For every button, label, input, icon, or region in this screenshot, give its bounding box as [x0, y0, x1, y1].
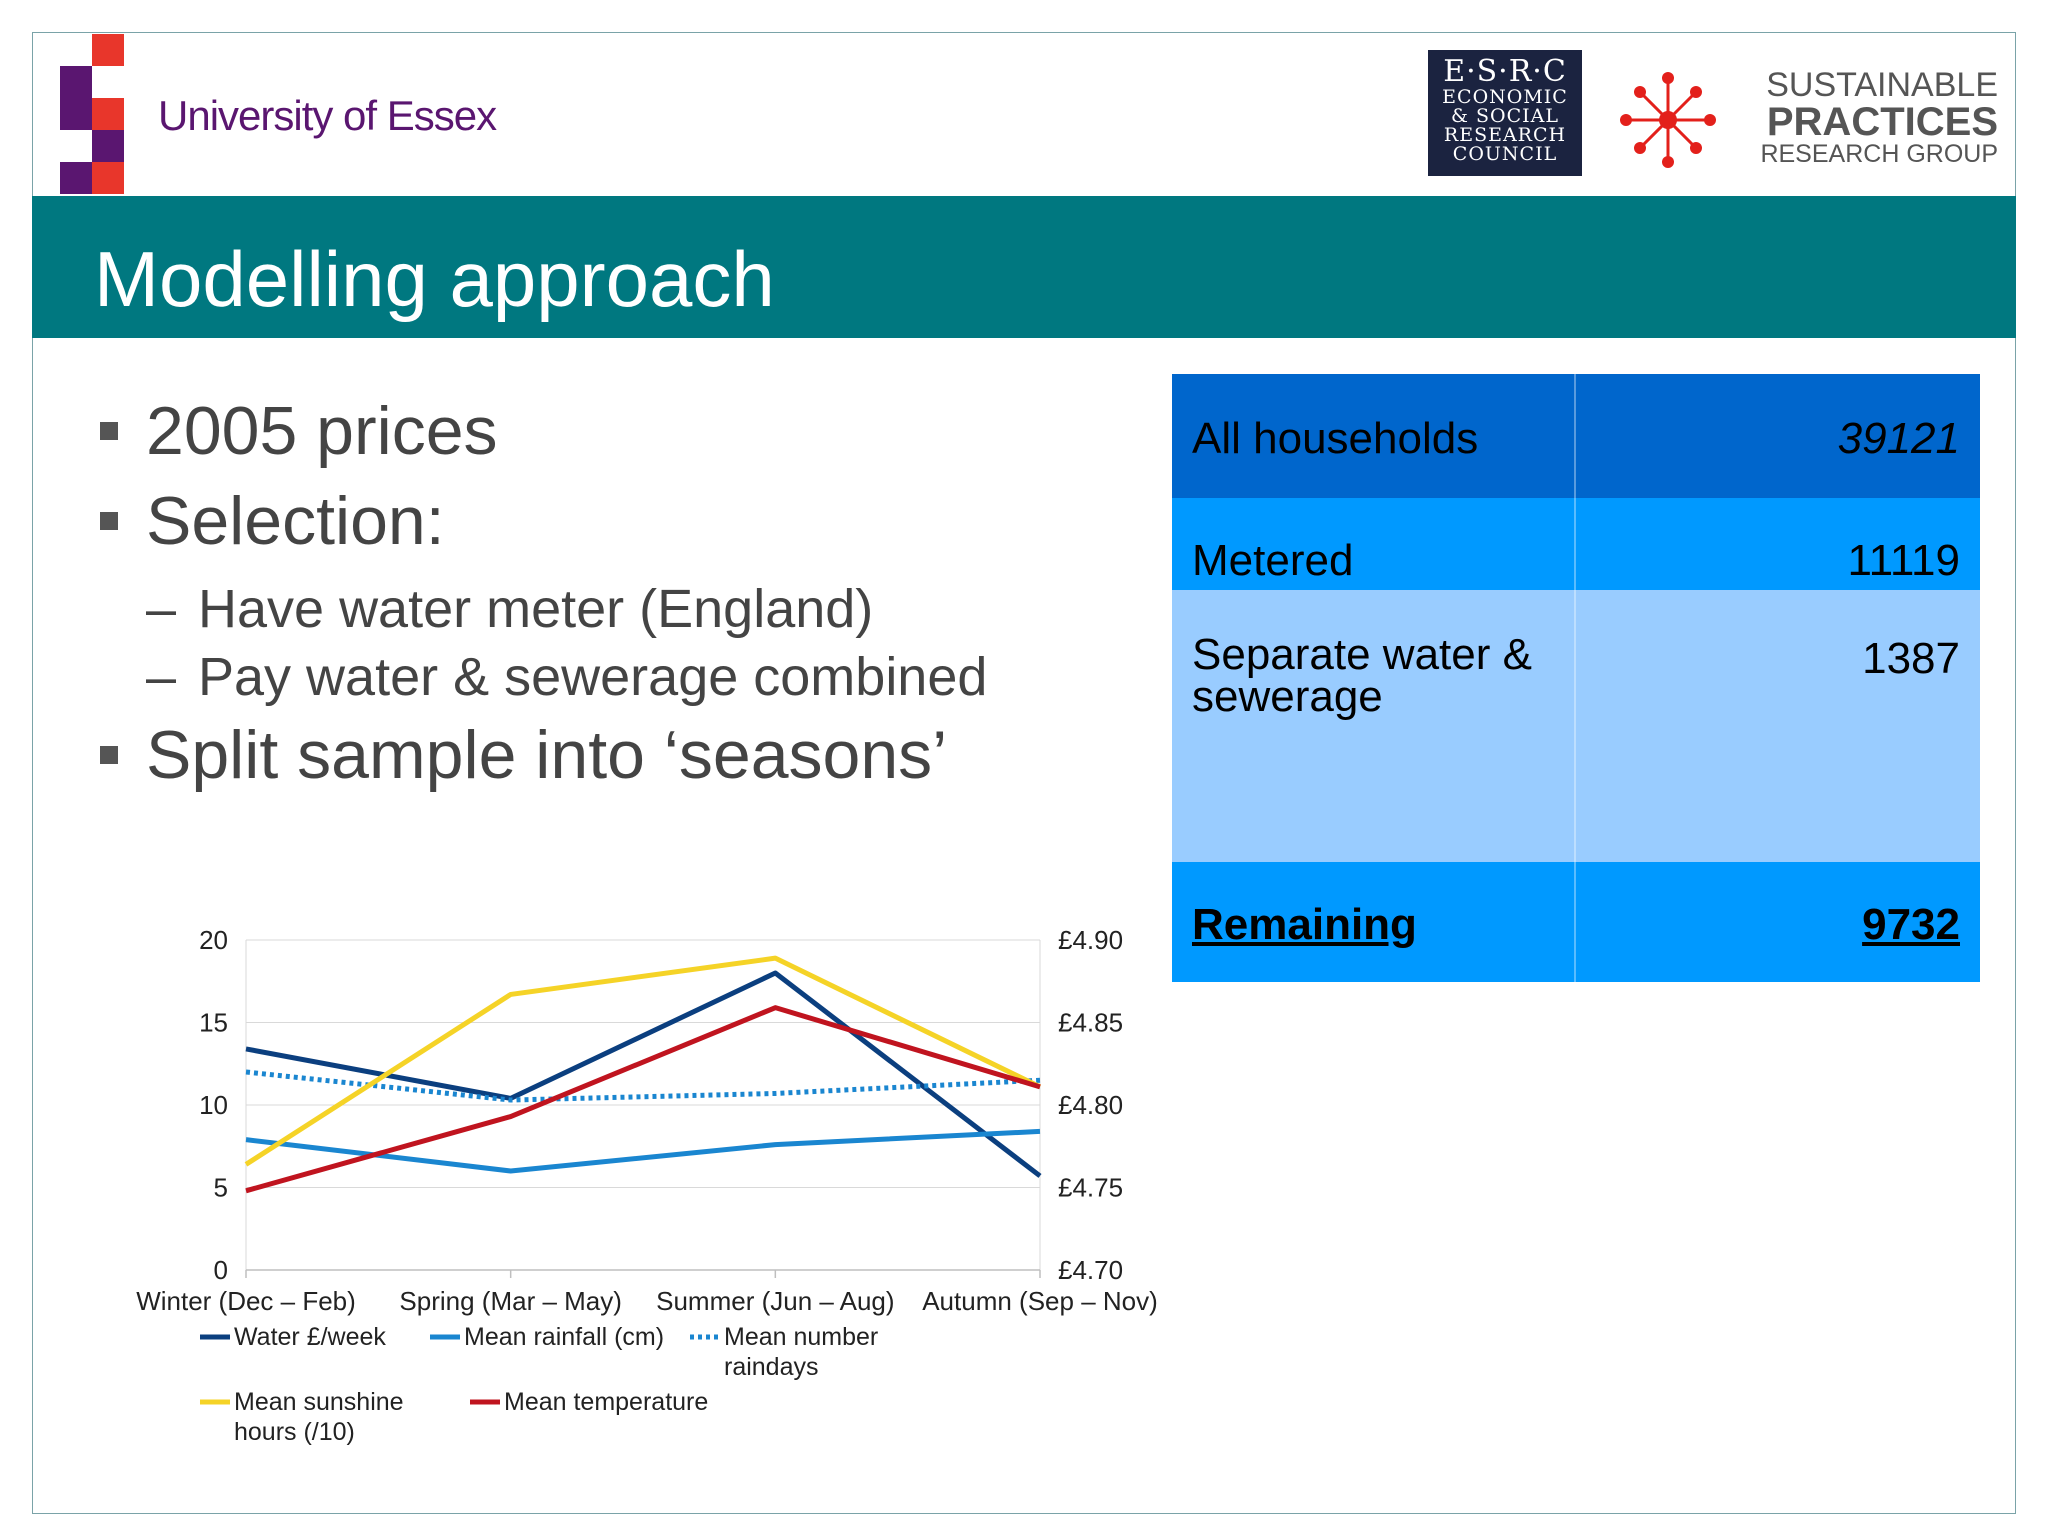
x-tick-label: Autumn (Sep – Nov) — [922, 1286, 1158, 1316]
bullet-text: Selection: — [146, 483, 445, 559]
table-cell-value: 11119 — [1574, 498, 1980, 590]
table-row: Separate water & sewerage 1387 — [1172, 590, 1980, 862]
table-row: All households 39121 — [1172, 374, 1980, 498]
y-tick-label-left: 10 — [199, 1090, 228, 1120]
table-cell-label: Separate water & sewerage — [1192, 630, 1532, 721]
esrc-initials: E·S·R·C — [1443, 54, 1567, 89]
logo-square — [60, 162, 92, 194]
slide-frame — [32, 32, 2016, 1514]
logo-square — [60, 66, 92, 98]
bullet-text: Split sample into ‘seasons’ — [146, 717, 948, 793]
spr-line: PRACTICES — [1766, 100, 1998, 144]
legend-label: Mean temperature — [504, 1388, 708, 1416]
table-cell-value: 9732 — [1574, 862, 1980, 982]
sub-bullet-text: Pay water & sewerage combined — [198, 647, 988, 707]
sub-bullet-dash: – — [146, 579, 177, 639]
bullet-square-icon — [100, 422, 118, 440]
bullet-square-icon — [100, 746, 118, 764]
series-line — [244, 955, 1042, 1167]
network-icon — [1620, 72, 1716, 168]
y-tick-label-right: £4.70 — [1058, 1255, 1123, 1285]
y-tick-label-left: 0 — [214, 1255, 228, 1285]
series-line — [245, 1128, 1041, 1174]
logo-square — [92, 98, 124, 130]
logo-square — [92, 130, 124, 162]
spr-line: SUSTAINABLE — [1766, 66, 1998, 104]
sub-bullet-dash: – — [146, 647, 177, 707]
bullet-square-icon — [100, 512, 118, 530]
logo-square — [92, 34, 124, 66]
y-tick-label-left: 5 — [214, 1173, 228, 1203]
y-tick-label-left: 20 — [199, 925, 228, 955]
x-tick-label: Spring (Mar – May) — [399, 1286, 622, 1316]
x-tick-label: Winter (Dec – Feb) — [136, 1286, 356, 1316]
university-logo: University of Essex — [60, 34, 540, 194]
y-tick-label-right: £4.85 — [1058, 1008, 1123, 1038]
y-tick-label-right: £4.75 — [1058, 1173, 1123, 1203]
table-cell-label: Metered — [1192, 536, 1354, 585]
series-line — [245, 1005, 1041, 1194]
spr-logo-text: SUSTAINABLE PRACTICES RESEARCH GROUP — [1748, 68, 1998, 167]
table-cell-label: Remaining — [1192, 900, 1417, 949]
legend-label: Mean rainfall (cm) — [464, 1323, 664, 1351]
esrc-line: ECONOMIC — [1442, 86, 1568, 108]
table-cell-label: All households — [1192, 414, 1479, 463]
x-tick-label: Summer (Jun – Aug) — [656, 1286, 894, 1316]
series-line — [245, 970, 1042, 1178]
bullet-text: 2005 prices — [146, 393, 498, 469]
legend-label: Mean number — [724, 1323, 878, 1351]
legend-label: Mean sunshine — [234, 1388, 404, 1416]
y-tick-label-left: 15 — [199, 1008, 228, 1038]
esrc-line: & SOCIAL — [1451, 105, 1559, 127]
line-chart: 0 5 10 15 20 £4.70 £4.75 £4.80 £4.85 £4.90 Winter … — [136, 925, 1158, 1446]
esrc-logo: E·S·R·C ECONOMIC & SOCIAL RESEARCH COUNC… — [1428, 50, 1582, 176]
university-name: University of Essex — [158, 92, 497, 139]
title-bar: Modelling approach — [32, 196, 2016, 338]
sub-bullet-text: Have water meter (England) — [198, 579, 874, 639]
slide-title: Modelling approach — [94, 235, 775, 323]
sub-bullet-item: – Have water meter (England) — [146, 578, 873, 640]
esrc-line: COUNCIL — [1452, 143, 1558, 165]
table-row: Metered 11119 — [1172, 498, 1980, 590]
table-cell-value: 1387 — [1574, 590, 1980, 862]
legend-label: raindays — [724, 1353, 819, 1381]
seasons-chart: 0 5 10 15 20 £4.70 £4.75 £4.80 £4.85 £4.90 Winter … — [120, 910, 1180, 1450]
spr-line: RESEARCH GROUP — [1760, 140, 1998, 168]
legend-label: hours (/10) — [234, 1418, 355, 1446]
table-cell-value: 39121 — [1574, 374, 1980, 498]
y-tick-label-right: £4.90 — [1058, 925, 1123, 955]
table-row: Remaining 9732 — [1172, 862, 1980, 982]
sub-bullet-item: – Pay water & sewerage combined — [146, 646, 987, 708]
logo-square — [60, 98, 92, 130]
y-tick-label-right: £4.80 — [1058, 1090, 1123, 1120]
legend-label: Water £/week — [234, 1323, 386, 1351]
esrc-line: RESEARCH — [1443, 124, 1567, 146]
logo-square — [92, 162, 124, 194]
